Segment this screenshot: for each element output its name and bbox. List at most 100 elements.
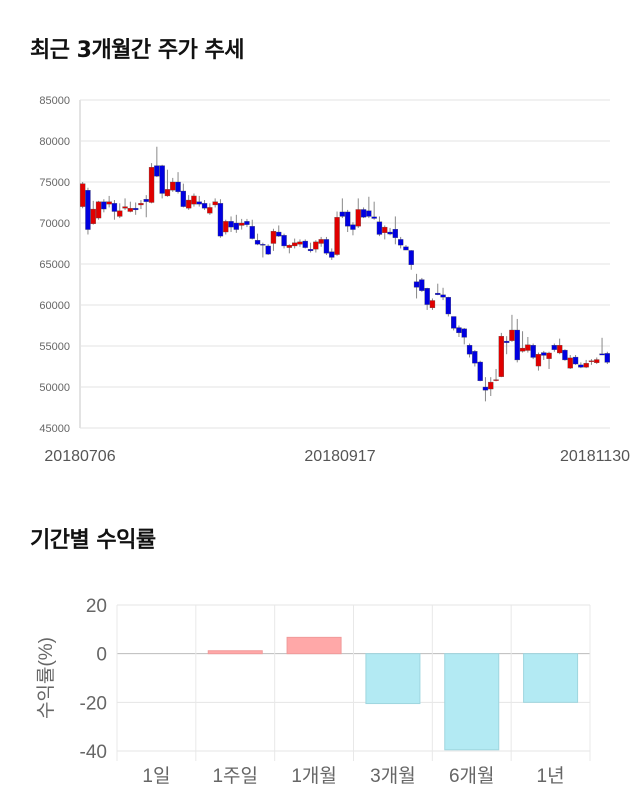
candle-body: [291, 242, 298, 247]
x-tick-label: 20180917: [304, 448, 375, 465]
candle-body: [466, 345, 473, 355]
y-tick-label: 85000: [39, 95, 70, 107]
candle-body: [106, 201, 112, 205]
candle-body: [371, 216, 377, 219]
candle-body: [260, 244, 266, 246]
candle-body: [419, 279, 425, 291]
candle-body: [498, 336, 505, 377]
candle-body: [148, 167, 155, 203]
candle-body: [488, 381, 494, 390]
candle-body: [85, 190, 91, 230]
candle-body: [244, 221, 250, 225]
y-tick-label: 55000: [39, 341, 70, 353]
candle-body: [435, 292, 441, 295]
stock-trend-title: 최근 3개월간 주가 추세: [30, 38, 244, 63]
candle-body: [382, 226, 388, 233]
candle-body: [535, 354, 542, 367]
candle-body: [191, 195, 197, 205]
candle-body: [217, 203, 224, 237]
x-tick-label: 20181130: [560, 448, 630, 465]
candle-body: [588, 360, 595, 362]
candle-body: [101, 201, 107, 210]
candle-body: [519, 347, 526, 352]
candle-body: [185, 199, 192, 209]
return-bar: [523, 653, 579, 703]
candle-body: [159, 165, 165, 194]
candle-body: [313, 241, 319, 250]
candle-body: [132, 208, 139, 211]
x-tick-label: 6개월: [449, 765, 495, 787]
x-tick-label: 1개월: [291, 765, 337, 787]
candle-body: [111, 203, 118, 212]
candle-body: [254, 240, 261, 245]
candle-body: [170, 181, 176, 191]
candle-body: [270, 231, 277, 244]
candle-body: [281, 235, 287, 247]
x-tick-label: 20180706: [44, 448, 115, 465]
candle-body: [450, 316, 457, 329]
candle-body: [334, 217, 340, 255]
candle-body: [329, 251, 335, 258]
candle-body: [355, 209, 361, 227]
y-tick-label: 45000: [39, 423, 70, 435]
candle-body: [572, 356, 579, 365]
candlestick-chart: 85000 80000 75000 70000 65000 60000 55000 50000…: [39, 95, 630, 465]
candle-body: [541, 352, 547, 356]
x-tick-label: 3개월: [370, 765, 416, 787]
candle-body: [551, 345, 557, 350]
candle-body: [249, 226, 255, 239]
y-tick-label: 20: [86, 596, 107, 617]
candle-body: [509, 329, 515, 341]
y-tick-label: 60000: [39, 300, 70, 312]
candle-body: [413, 281, 420, 288]
candle-body: [530, 345, 536, 358]
candle-body: [307, 249, 314, 252]
y-tick-label: -40: [80, 742, 107, 763]
return-bar: [365, 653, 421, 705]
candle-body: [122, 206, 128, 209]
candle-body: [154, 165, 160, 177]
candle-body: [95, 201, 102, 219]
candle-body: [376, 221, 383, 235]
candle-body: [557, 345, 563, 354]
y-tick-label: 75000: [39, 177, 70, 189]
return-bar: [444, 653, 500, 751]
candle-body: [604, 353, 610, 363]
candle-body: [196, 201, 202, 205]
candle-body: [323, 239, 330, 254]
candle-body: [201, 203, 208, 209]
candle-body: [143, 199, 149, 202]
candle-body: [514, 329, 520, 361]
y-tick-label: 65000: [39, 259, 70, 271]
candle-body: [233, 222, 240, 230]
candle-body: [461, 328, 467, 338]
candle-body: [80, 183, 86, 207]
candle-body: [302, 240, 308, 248]
candle-body: [117, 210, 123, 217]
candle-body: [546, 352, 552, 359]
candle-body: [286, 244, 293, 248]
candle-body: [238, 222, 245, 226]
candle-body: [207, 207, 213, 214]
candle-body: [397, 239, 404, 246]
y-tick-label: -20: [80, 693, 107, 714]
return-bar: [207, 650, 263, 655]
candle-body: [387, 231, 393, 235]
candle-body: [276, 231, 282, 237]
candle-body: [503, 340, 510, 343]
candle-body: [223, 221, 229, 233]
candle-body: [392, 228, 399, 238]
y-tick-label: 70000: [39, 218, 70, 230]
y-tick-label: 0: [96, 645, 107, 666]
candle-body: [408, 250, 414, 265]
candle-body: [424, 288, 430, 305]
candle-body: [594, 359, 600, 363]
x-tick-label: 1일: [142, 765, 170, 787]
candle-body: [429, 300, 436, 309]
candle-body: [440, 294, 446, 298]
candle-body: [350, 224, 356, 230]
candle-body: [212, 201, 218, 206]
candle-body: [525, 344, 531, 351]
candle-body: [583, 363, 589, 368]
